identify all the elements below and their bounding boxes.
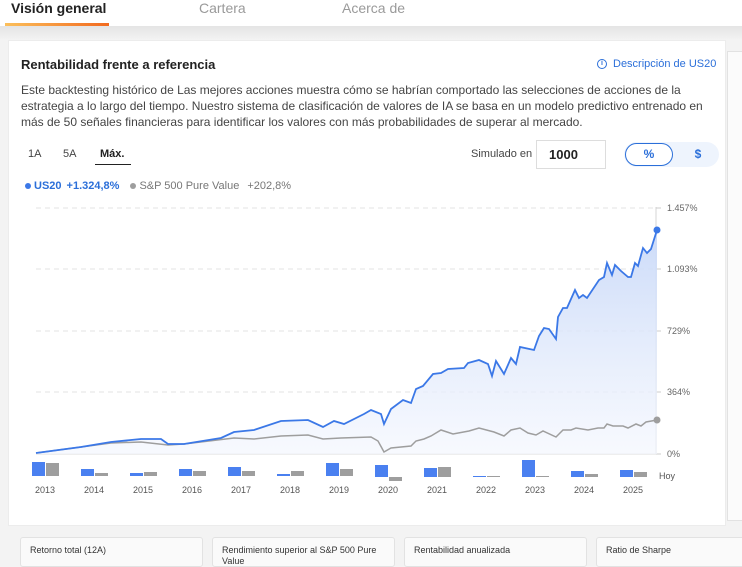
active-tab-indicator — [5, 23, 109, 26]
us20-line — [35, 229, 658, 454]
card-title: Rentabilidad frente a referencia — [21, 57, 216, 72]
svg-text:2019: 2019 — [329, 485, 349, 495]
performance-card: Rentabilidad frente a referencia i Descr… — [8, 40, 726, 526]
y-tick-0: 0% — [667, 449, 680, 459]
info-icon: i — [597, 59, 607, 69]
tab-bar: Visión general Cartera Acerca de — [0, 0, 742, 26]
header-shadow — [0, 26, 742, 40]
svg-text:2016: 2016 — [182, 485, 202, 495]
svg-text:2014: 2014 — [84, 485, 104, 495]
range-active-indicator — [95, 164, 131, 165]
stat-total-return: Retorno total (12A) — [20, 537, 203, 567]
svg-text:2021: 2021 — [427, 485, 447, 495]
simulated-label: Simulado en — [471, 148, 533, 160]
today-label: Hoy — [659, 471, 676, 481]
stat-annualized-return: Rentabilidad anualizada — [404, 537, 587, 567]
chart-legend: US20 +1.324,8% S&P 500 Pure Value +202,8… — [25, 180, 291, 192]
description-paragraph: Este backtesting histórico de Las mejore… — [21, 83, 703, 129]
simulated-amount-input[interactable]: 1000 — [536, 140, 606, 169]
svg-text:2022: 2022 — [476, 485, 496, 495]
tab-about[interactable]: Acerca de — [342, 0, 406, 16]
y-axis-labels: 1.457% 1.093% 729% 364% 0% — [656, 203, 698, 459]
dollar-toggle-button[interactable]: $ — [694, 147, 702, 161]
range-5y[interactable]: 5A — [63, 148, 77, 160]
description-link[interactable]: i Descripción de US20 — [597, 58, 716, 70]
legend-dot-icon — [130, 183, 137, 189]
us20-area — [36, 230, 657, 454]
svg-text:2025: 2025 — [623, 485, 643, 495]
legend-benchmark-value: +202,8% — [247, 180, 292, 192]
stat-outperformance: Rendimiento superior al S&P 500 Pure Val… — [212, 537, 395, 567]
benchmark-end-point — [653, 416, 661, 424]
svg-text:2023: 2023 — [525, 485, 545, 495]
unit-toggle: % $ — [624, 142, 719, 167]
x-axis-labels: 2013 2014 2015 2016 2017 2018 2019 2020 … — [35, 471, 676, 495]
y-tick-729: 729% — [667, 326, 690, 336]
tab-portfolio[interactable]: Cartera — [199, 0, 246, 16]
description-link-label: Descripción de US20 — [613, 58, 717, 70]
y-tick-1457: 1.457% — [667, 203, 698, 213]
svg-text:2017: 2017 — [231, 485, 251, 495]
range-max[interactable]: Máx. — [100, 148, 125, 160]
tab-overview[interactable]: Visión general — [11, 0, 107, 16]
legend-us20-value: +1.324,8% — [66, 180, 120, 192]
svg-text:2024: 2024 — [574, 485, 594, 495]
benchmark-line — [35, 419, 658, 454]
annual-bars — [32, 460, 647, 481]
y-tick-364: 364% — [667, 387, 690, 397]
stat-sharpe-ratio: Ratio de Sharpe — [596, 537, 742, 567]
svg-text:2015: 2015 — [133, 485, 153, 495]
svg-text:2018: 2018 — [280, 485, 300, 495]
svg-text:2013: 2013 — [35, 485, 55, 495]
y-tick-1093: 1.093% — [667, 264, 698, 274]
legend-benchmark[interactable]: S&P 500 Pure Value — [130, 180, 239, 192]
legend-dot-icon — [25, 183, 31, 189]
range-1y[interactable]: 1A — [28, 148, 42, 160]
us20-end-point — [653, 226, 661, 234]
legend-us20[interactable]: US20 — [25, 180, 62, 192]
svg-text:2020: 2020 — [378, 485, 398, 495]
percent-toggle-button[interactable]: % — [625, 143, 673, 166]
side-panel — [727, 51, 742, 521]
